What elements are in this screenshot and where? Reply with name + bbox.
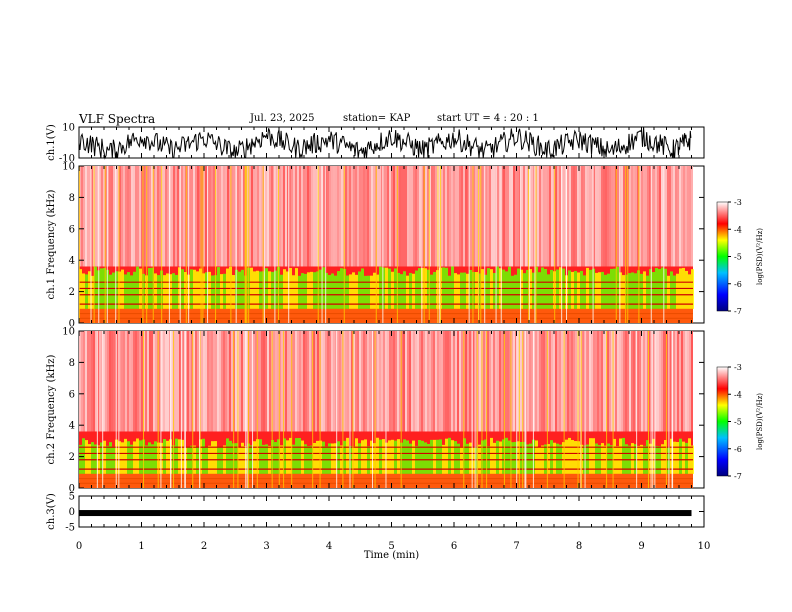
chart-title: VLF Spectra	[79, 112, 156, 126]
y-tick-label: 6	[69, 389, 75, 400]
y-tick-label: -10	[59, 154, 75, 165]
colorbar-tick-label: -5	[734, 418, 742, 427]
colorbar-tick-label: -7	[734, 307, 742, 316]
ch1-waveform-line	[78, 126, 692, 160]
y-tick-label: 0	[69, 484, 75, 495]
y-tick-label: 5	[69, 492, 75, 503]
colorbar-label: log(PSD)(V²/Hz)	[756, 393, 764, 450]
x-tick-label: 7	[513, 541, 519, 552]
x-tick-label: 2	[201, 541, 207, 552]
x-tick-label: 9	[638, 541, 644, 552]
colorbar-tick-label: -7	[734, 472, 742, 481]
ch2-spectrogram	[79, 331, 694, 488]
ch3-waveform-line	[79, 510, 692, 517]
colorbar-tick-label: -3	[734, 363, 742, 372]
ch2-colorbar	[716, 366, 729, 477]
y-tick-label: 10	[62, 123, 75, 134]
colorbar-tick-label: -6	[734, 280, 742, 289]
x-tick-label: 5	[388, 541, 394, 552]
colorbar-tick-label: -3	[734, 198, 742, 207]
y-axis-label: ch.3(V)	[46, 493, 57, 530]
y-tick-label: 0	[69, 507, 75, 518]
x-axis-label: Time (min)	[364, 550, 419, 561]
y-tick-label: 2	[69, 287, 75, 298]
y-tick-label: 2	[69, 452, 75, 463]
y-tick-label: 10	[62, 162, 75, 173]
x-tick-label: 4	[326, 541, 332, 552]
colorbar-label: log(PSD)(V²/Hz)	[756, 228, 764, 285]
date-label: Jul. 23, 2025	[250, 113, 315, 124]
y-tick-label: 8	[69, 193, 75, 204]
x-tick-label: 10	[698, 541, 711, 552]
colorbar-tick-label: -4	[734, 225, 742, 234]
y-axis-label: ch.2 Frequency (kHz)	[46, 354, 57, 464]
y-tick-label: 6	[69, 224, 75, 235]
y-tick-label: 0	[69, 319, 75, 330]
y-tick-label: 10	[62, 327, 75, 338]
x-tick-label: 6	[451, 541, 457, 552]
y-axis-label: ch.1(V)	[46, 124, 57, 161]
station-label: station= KAP	[343, 113, 411, 124]
y-tick-label: 4	[69, 256, 75, 267]
y-tick-label: 8	[69, 358, 75, 369]
y-tick-label: -5	[65, 523, 75, 534]
x-tick-label: 0	[76, 541, 82, 552]
colorbar-tick-label: -6	[734, 445, 742, 454]
y-tick-label: 4	[69, 421, 75, 432]
x-tick-label: 1	[138, 541, 144, 552]
ch1-colorbar	[716, 201, 729, 312]
start-time-label: start UT = 4 : 20 : 1	[437, 113, 539, 124]
x-tick-label: 3	[263, 541, 269, 552]
ch1-spectrogram	[78, 166, 694, 323]
x-tick-label: 8	[576, 541, 582, 552]
colorbar-tick-label: -4	[734, 390, 742, 399]
y-axis-label: ch.1 Frequency (kHz)	[46, 189, 57, 299]
colorbar-tick-label: -5	[734, 253, 742, 262]
